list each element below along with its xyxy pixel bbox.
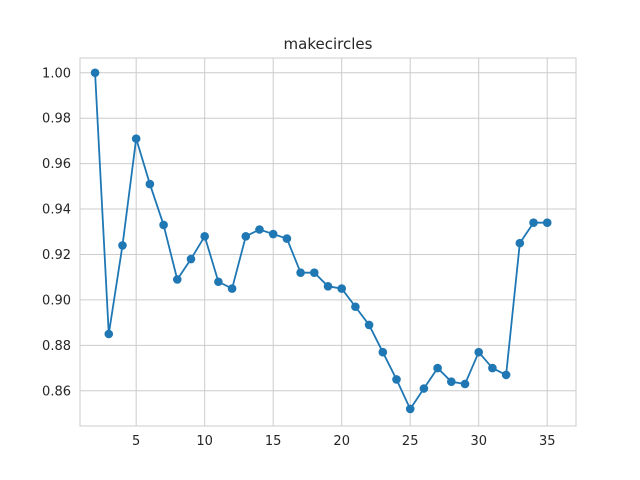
x-tick-label: 30 [470, 434, 487, 449]
x-tick-label: 15 [265, 434, 282, 449]
x-tick-label: 20 [333, 434, 350, 449]
data-point [351, 302, 360, 312]
data-point [337, 284, 347, 293]
y-tick-label: 0.86 [42, 384, 71, 399]
plot-area-frame [79, 57, 577, 427]
data-point [227, 284, 237, 293]
data-point [405, 404, 415, 414]
series-layer [90, 68, 552, 414]
x-tick-label: 10 [196, 434, 213, 449]
data-point [186, 254, 196, 264]
x-tick-label: 25 [402, 434, 419, 449]
data-point [392, 375, 401, 384]
data-point [145, 179, 155, 189]
data-point [501, 370, 511, 380]
data-point [241, 232, 251, 241]
y-tick-label: 0.98 [42, 112, 71, 127]
grid-lines [80, 58, 576, 426]
data-point [529, 218, 538, 227]
data-point [323, 282, 333, 291]
data-point [255, 225, 264, 234]
data-point [200, 232, 209, 241]
data-point [90, 68, 100, 78]
tick-labels: 5 10 15 20 25 30 35 0.86 0.88 0.90 0.92 0.94 0.96 0.9… [42, 66, 555, 449]
data-point [378, 347, 388, 357]
data-point [542, 218, 552, 227]
y-tick-label: 1.00 [42, 66, 71, 81]
data-point [214, 277, 223, 287]
data-point [364, 320, 374, 330]
data-point [296, 268, 305, 277]
data-point [515, 238, 525, 248]
data-point [310, 268, 319, 277]
y-tick-label: 0.94 [42, 203, 71, 218]
y-tick-label: 0.96 [42, 157, 71, 172]
data-point [172, 275, 182, 284]
data-point [118, 241, 127, 250]
data-point [419, 384, 429, 393]
y-tick-label: 0.90 [42, 293, 71, 308]
data-point [433, 363, 442, 373]
data-point [447, 377, 456, 387]
x-tick-label: 5 [132, 434, 140, 449]
chart-title: makecircles [284, 35, 373, 53]
y-tick-label: 0.92 [42, 248, 71, 263]
data-point [460, 379, 470, 389]
data-point [282, 234, 292, 243]
series-line [94, 72, 548, 410]
data-point [131, 134, 141, 143]
data-point [488, 363, 497, 373]
y-tick-label: 0.88 [42, 339, 71, 354]
data-point [104, 329, 114, 339]
x-tick-label: 35 [539, 434, 556, 449]
data-point [159, 220, 168, 230]
data-point [268, 229, 278, 239]
data-point [474, 347, 484, 357]
